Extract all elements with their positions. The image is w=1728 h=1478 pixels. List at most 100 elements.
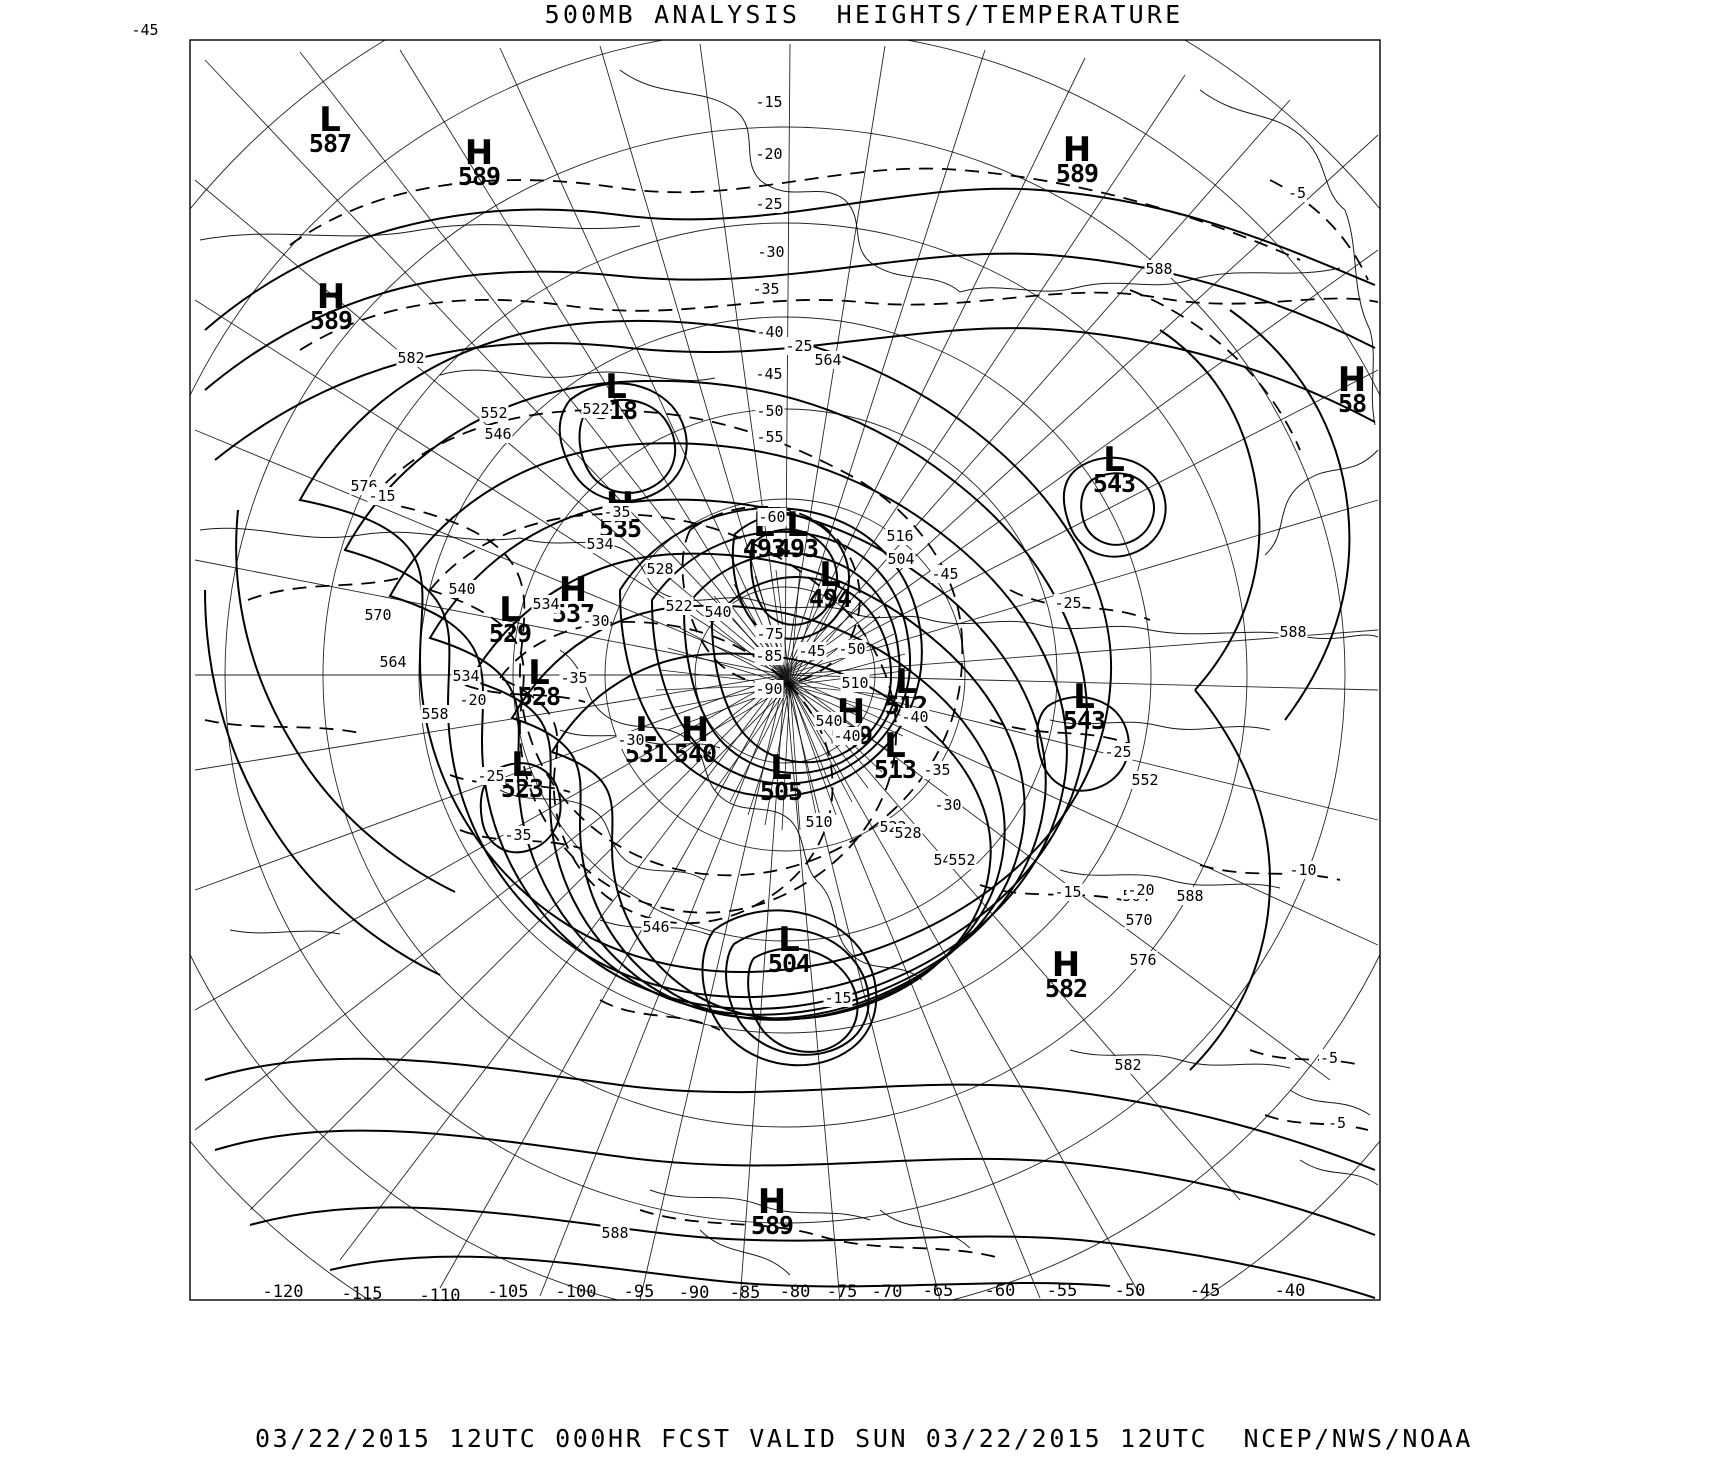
height-contour-label: 522 xyxy=(664,597,694,615)
height-contour-label: 582 xyxy=(396,349,426,367)
low-symbol: L xyxy=(605,366,627,407)
temperature-contour-label: -25 xyxy=(1053,594,1083,612)
temperature-contour-label: -60 xyxy=(757,508,787,526)
low-center-marker: L 504 xyxy=(767,919,811,979)
center-value: 513 xyxy=(873,755,917,785)
longitude-tick-label: -110 xyxy=(419,1286,461,1306)
center-value: 493 xyxy=(742,534,786,564)
graticule-meridians xyxy=(194,43,1379,1300)
high-symbol: H xyxy=(464,132,494,173)
low-center-marker: L 543 xyxy=(1092,443,1136,499)
temperature-contour-label: -45 xyxy=(130,21,160,39)
temperature-contour-label: -30 xyxy=(933,796,963,814)
temperature-contour-label: -90 xyxy=(754,680,784,698)
high-symbol: H xyxy=(1051,944,1081,985)
high-center-marker: H 58 xyxy=(1337,359,1367,419)
longitude-tick-label: -45 xyxy=(1189,1281,1221,1301)
low-center-marker: L 529 xyxy=(488,589,532,649)
temperature-contour-label: -85 xyxy=(754,647,784,665)
high-symbol: H xyxy=(1337,359,1367,400)
longitude-tick-label: -80 xyxy=(779,1282,811,1302)
high-center-marker: H 589 xyxy=(750,1181,794,1241)
temperature-contour-label: -20 xyxy=(1126,881,1156,899)
high-center-marker: H 589 xyxy=(310,276,353,333)
center-value: 523 xyxy=(500,774,544,804)
low-symbol: L xyxy=(819,554,841,595)
low-center-marker: L 518 xyxy=(595,366,638,423)
temperature-contour-label: -25 xyxy=(1103,743,1133,761)
height-contour-label: 516 xyxy=(885,527,915,545)
low-symbol: L xyxy=(1073,676,1095,717)
height-contour-label: 582 xyxy=(1113,1056,1143,1074)
center-value: 540 xyxy=(673,739,717,769)
low-symbol: L xyxy=(778,919,800,960)
low-symbol: L xyxy=(499,589,521,630)
longitude-tick-label: -120 xyxy=(262,1282,304,1302)
low-center-marker: L 543 xyxy=(1062,676,1106,736)
longitude-tick-label: -100 xyxy=(555,1282,597,1302)
height-contour-label: 570 xyxy=(1124,911,1154,929)
low-symbol: L xyxy=(528,652,550,693)
height-contour-label: 564 xyxy=(813,351,843,369)
longitude-tick-label: -90 xyxy=(678,1283,710,1303)
low-symbol: L xyxy=(786,504,808,545)
low-center-marker: L 528 xyxy=(517,652,561,712)
temperature-contour-label: -25 xyxy=(784,337,814,355)
longitude-tick-label: -50 xyxy=(1114,1281,1146,1301)
center-value: 589 xyxy=(457,162,501,192)
temperature-contour-label: -35 xyxy=(503,826,533,844)
temperature-contour-label: -20 xyxy=(458,691,488,709)
coastlines xyxy=(199,69,1379,1276)
low-symbol: L xyxy=(770,747,792,788)
height-contour-label: 588 xyxy=(600,1224,630,1242)
center-value: 589 xyxy=(750,1211,794,1241)
temperature-contour-label: -30 xyxy=(756,243,786,261)
center-value: 494 xyxy=(808,584,852,614)
low-center-marker: L 587 xyxy=(309,103,352,156)
high-center-marker: H 582 xyxy=(1044,944,1088,1004)
center-value: 528 xyxy=(517,682,561,712)
temperature-contour-label: -45 xyxy=(797,642,827,660)
footer-caption: 03/22/2015 12UTC 000HR FCST VALID SUN 03… xyxy=(255,1424,1473,1453)
temperature-contour-label: -5 xyxy=(1286,184,1308,202)
temperature-contour-label: -45 xyxy=(930,565,960,583)
high-symbol: H xyxy=(558,569,588,610)
temperature-contour-label: -40 xyxy=(755,323,785,341)
longitude-tick-label: -70 xyxy=(871,1282,903,1302)
height-contour-label: 588 xyxy=(1175,887,1205,905)
map-canvas: L587H589H589H589H58L518L543H535L493L493L… xyxy=(0,21,1728,1410)
temperature-contour-label: -20 xyxy=(754,145,784,163)
high-symbol: H xyxy=(757,1181,787,1222)
center-value: 58 xyxy=(1337,389,1367,419)
center-value: 504 xyxy=(767,949,811,979)
temperature-contour-label: -40 xyxy=(900,708,930,726)
center-value: 543 xyxy=(1092,469,1136,499)
height-contour-label: 552 xyxy=(479,404,509,422)
temperature-contour-label: -40 xyxy=(832,727,862,745)
height-contour-label: 528 xyxy=(645,560,675,578)
height-contour-label: 540 xyxy=(814,712,844,730)
center-value: 582 xyxy=(1044,974,1088,1004)
low-symbol: L xyxy=(884,725,906,766)
center-value: 529 xyxy=(488,619,532,649)
low-center-marker: L 523 xyxy=(500,744,544,804)
longitude-tick-label: -85 xyxy=(729,1283,761,1303)
temperature-contour-label: -15 xyxy=(823,989,853,1007)
high-symbol: H xyxy=(316,276,346,317)
temperature-contour-label: -30 xyxy=(581,612,611,630)
temperature-contour-label: -5 xyxy=(1326,1114,1348,1132)
height-contour-label: 504 xyxy=(886,550,916,568)
height-contour-label: 558 xyxy=(420,705,450,723)
center-value: 543 xyxy=(1062,706,1106,736)
height-contour-label: 564 xyxy=(378,653,408,671)
temperature-contours xyxy=(204,167,1379,1259)
longitude-tick-label: -40 xyxy=(1274,1281,1306,1301)
low-center-marker: L 513 xyxy=(873,725,917,785)
low-symbol: L xyxy=(511,744,533,785)
center-value: 505 xyxy=(759,777,803,807)
temperature-contour-label: -25 xyxy=(476,767,506,785)
temperature-contour-label: -35 xyxy=(751,280,781,298)
height-contour-label: 540 xyxy=(703,603,733,621)
